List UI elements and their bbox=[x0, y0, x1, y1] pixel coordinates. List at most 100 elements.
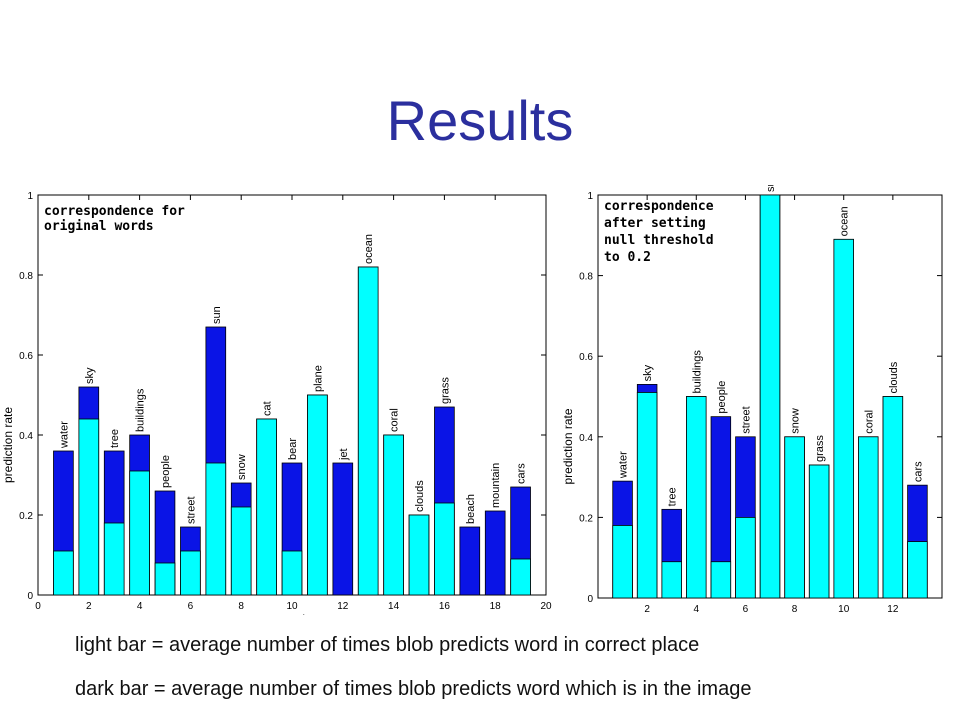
right-bar-light-water bbox=[612, 525, 633, 599]
left-category-label: cat bbox=[262, 401, 274, 416]
left-category-label: sky bbox=[84, 367, 96, 384]
left-bar-dark-beach bbox=[459, 526, 481, 596]
left-ytick-label: 0.8 bbox=[19, 271, 33, 282]
right-category-label: snow bbox=[790, 408, 802, 434]
left-xtick-label: 10 bbox=[286, 601, 298, 612]
right-ytick-label: 0.2 bbox=[579, 513, 593, 524]
left-bar-light-buildings bbox=[129, 470, 150, 596]
right-ytick-label: 0.8 bbox=[579, 272, 593, 283]
right-bar-light-sun bbox=[759, 194, 781, 599]
left-ytick-label: 0.6 bbox=[19, 351, 33, 362]
left-category-label: people bbox=[160, 455, 172, 488]
left-category-label: snow bbox=[236, 454, 248, 480]
left-bar-light-tree bbox=[103, 522, 125, 596]
left-bar-dark-mountain bbox=[484, 510, 506, 596]
right-bar-light-clouds bbox=[882, 396, 904, 599]
left-bar-light-sky bbox=[78, 418, 100, 596]
right-category-label: water bbox=[618, 451, 630, 479]
left-bar-light-clouds bbox=[408, 514, 430, 596]
right-category-label: tree bbox=[667, 487, 679, 506]
left-ylabel: prediction rate bbox=[1, 407, 15, 483]
right-category-label: ocean bbox=[839, 206, 851, 236]
left-bar-light-sun bbox=[205, 462, 227, 596]
right-ytick-label: 1 bbox=[587, 191, 593, 202]
left-bar-light-people bbox=[154, 562, 176, 596]
left-bar-light-cars bbox=[510, 558, 531, 596]
left-bar-light-coral bbox=[383, 434, 404, 596]
right-xtick-label: 6 bbox=[743, 604, 749, 615]
right-bar-light-snow bbox=[784, 436, 805, 599]
left-xtick-label: 4 bbox=[137, 601, 143, 612]
right-category-label: people bbox=[716, 381, 728, 414]
right-bar-light-ocean bbox=[833, 238, 854, 599]
right-xtick-label: 8 bbox=[792, 604, 798, 615]
left-xtick-label: 0 bbox=[35, 601, 41, 612]
left-ytick-label: 0.2 bbox=[19, 511, 33, 522]
left-category-label: ocean bbox=[363, 234, 375, 264]
right-ytick-label: 0.6 bbox=[579, 352, 593, 363]
chart-null-threshold: 0 0.2 0.4 0.6 0.8 1 2 4 6 8 10 12 water sky tree buildi… bbox=[555, 185, 960, 615]
right-bar-light-tree bbox=[661, 561, 682, 599]
right-category-label: street bbox=[740, 406, 752, 434]
left-bar-light-street bbox=[180, 550, 201, 596]
right-ytick-label: 0.4 bbox=[579, 433, 593, 444]
right-bar-light-street bbox=[735, 516, 756, 599]
right-xtick-label: 12 bbox=[887, 604, 899, 615]
left-category-label: buildings bbox=[135, 388, 147, 432]
chart-original-words: 0 0.2 0.4 0.6 0.8 1 0 2 4 6 8 10 12 14 16 18 20 water sky t… bbox=[0, 185, 555, 615]
right-category-label: sky bbox=[642, 364, 654, 381]
caption-light-bar: light bar = average number of times blob… bbox=[75, 634, 700, 656]
left-bar-light-water bbox=[53, 550, 74, 596]
left-category-label: coral bbox=[389, 408, 401, 432]
right-category-label: cars bbox=[912, 461, 924, 482]
left-category-label: water bbox=[58, 421, 70, 449]
left-annotation-line: correspondence for bbox=[44, 204, 185, 219]
left-category-label: sun bbox=[211, 306, 223, 324]
left-bar-light-snow bbox=[230, 506, 252, 596]
right-category-label: clouds bbox=[888, 361, 900, 393]
right-ytick-label: 0 bbox=[587, 594, 593, 605]
left-xtick-label: 18 bbox=[490, 601, 502, 612]
right-annotation-line: to 0.2 bbox=[604, 250, 651, 265]
right-xtick-label: 2 bbox=[644, 604, 650, 615]
right-bar-light-people bbox=[710, 561, 732, 599]
right-bar-light-sky bbox=[636, 392, 658, 599]
right-annotation-line: correspondence bbox=[604, 199, 714, 214]
left-xtick-label: 16 bbox=[439, 601, 451, 612]
right-category-label: sun bbox=[765, 185, 777, 192]
right-category-label: buildings bbox=[691, 350, 703, 394]
left-xtick-label: 20 bbox=[540, 601, 552, 612]
right-bar-light-cars bbox=[907, 541, 928, 599]
left-category-label: mountain bbox=[490, 463, 502, 508]
left-xtick-label: 12 bbox=[337, 601, 349, 612]
right-xtick-label: 10 bbox=[838, 604, 850, 615]
left-bar-light-ocean bbox=[357, 266, 379, 596]
chart-null-threshold-svg: 00.20.40.60.812 4 6 8 10 12waterskytreebuildi… bbox=[561, 185, 943, 615]
right-category-label: grass bbox=[814, 435, 826, 462]
left-category-label: street bbox=[185, 496, 197, 524]
left-category-label: tree bbox=[109, 429, 121, 448]
right-bar-light-buildings bbox=[686, 396, 707, 599]
right-bar-light-coral bbox=[858, 436, 879, 599]
left-bar-light-plane bbox=[307, 394, 328, 596]
right-category-label: coral bbox=[863, 410, 875, 434]
right-annotation-line: after setting bbox=[604, 216, 706, 231]
left-bar-light-bear bbox=[281, 550, 303, 596]
right-ylabel: prediction rate bbox=[561, 408, 575, 484]
left-ytick-label: 1 bbox=[27, 191, 33, 202]
left-ytick-label: 0.4 bbox=[19, 431, 33, 442]
left-xtick-label: 6 bbox=[188, 601, 194, 612]
left-xtick-label: 8 bbox=[238, 601, 244, 612]
left-xtick-label: 14 bbox=[388, 601, 400, 612]
left-category-label: grass bbox=[439, 377, 451, 404]
chart-original-words-svg: 00.20.40.60.810 2 4 6 8 10 12 14 16 18 20waterskyt… bbox=[1, 191, 552, 615]
left-bar-dark-jet bbox=[332, 462, 354, 596]
left-xlabel: word bbox=[278, 612, 305, 615]
left-bar-light-cat bbox=[256, 418, 277, 596]
left-xtick-label: 2 bbox=[86, 601, 92, 612]
left-annotation-line: original words bbox=[44, 219, 154, 234]
left-ytick-label: 0 bbox=[27, 591, 33, 602]
left-category-label: jet bbox=[338, 448, 350, 461]
left-category-label: beach bbox=[465, 494, 477, 524]
left-category-label: plane bbox=[312, 365, 324, 392]
